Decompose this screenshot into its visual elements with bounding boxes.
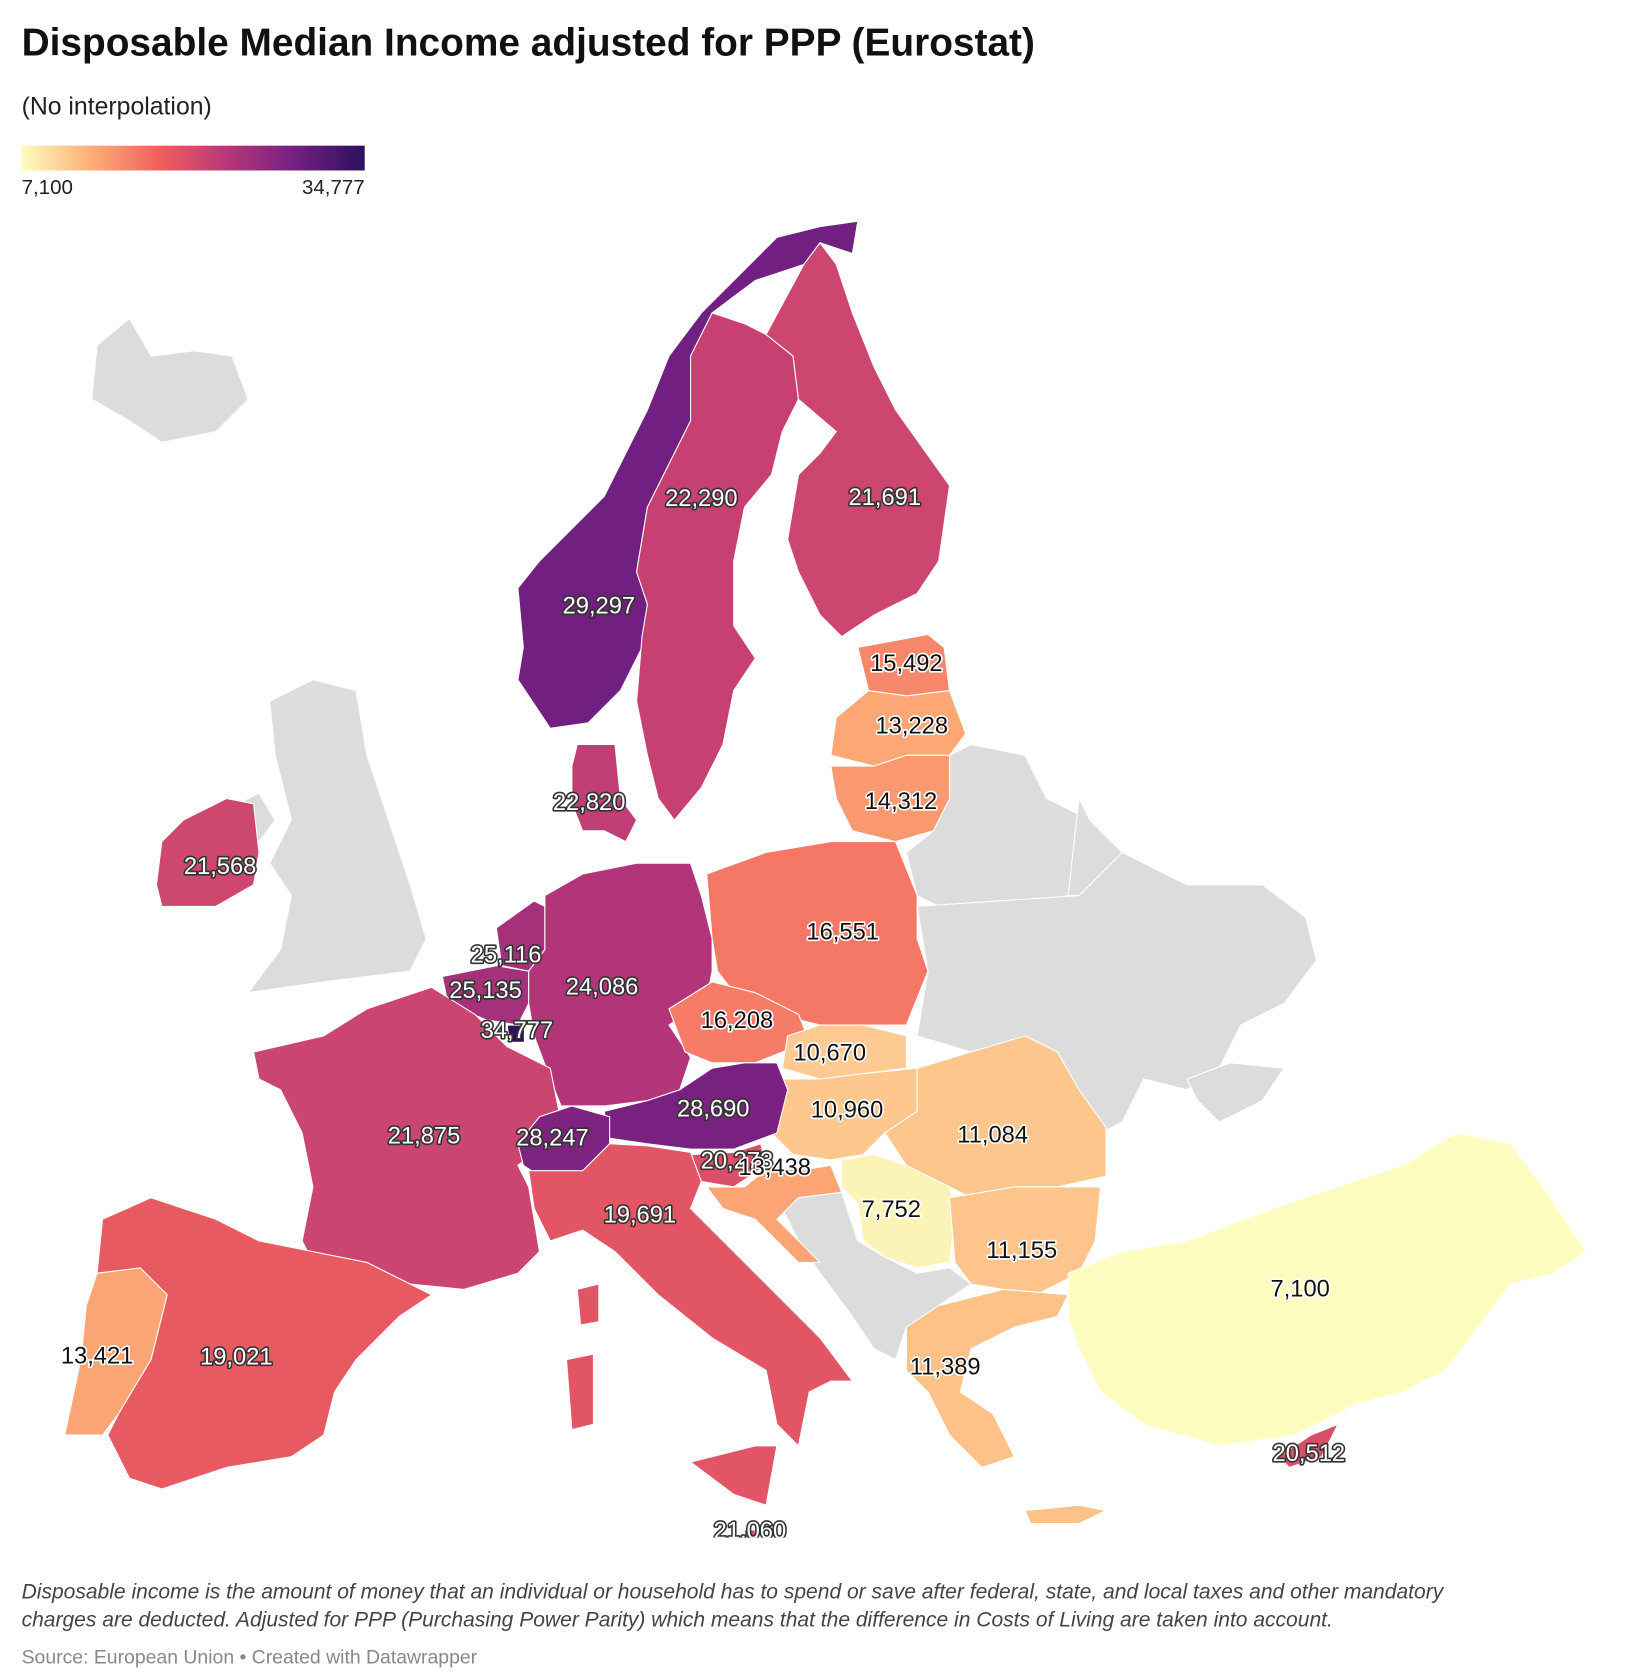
- note-line: charges are deducted. Adjusted for PPP (…: [22, 1608, 1333, 1631]
- region: [689, 1445, 778, 1506]
- value-label: 21,875: [388, 1124, 461, 1150]
- region: [96, 1197, 433, 1490]
- region: [576, 1283, 600, 1326]
- region: [781, 1024, 907, 1080]
- legend-min: 7,100: [22, 176, 73, 199]
- value-label: 28,247: [516, 1126, 589, 1152]
- value-label: 7,752: [862, 1197, 921, 1223]
- value-label: 22,820: [553, 790, 626, 816]
- region: [743, 1529, 756, 1538]
- value-label: 11,389: [910, 1354, 981, 1380]
- value-label: 20,273: [701, 1148, 774, 1174]
- region: [1277, 1423, 1340, 1469]
- region: [706, 841, 929, 1026]
- value-label: 13,228: [875, 714, 948, 740]
- value-label: 29,297: [563, 594, 636, 620]
- region: [565, 1353, 594, 1431]
- region: [155, 797, 260, 907]
- no-data-region: [1067, 796, 1123, 897]
- no-data-region: [246, 679, 427, 994]
- value-label: 22,290: [665, 486, 738, 512]
- value-label: 14,312: [865, 789, 938, 815]
- region: [528, 1143, 854, 1447]
- value-label: 7,100: [1271, 1277, 1330, 1303]
- region: [571, 743, 638, 843]
- map-area: 29,297 22,290 21,691 15,492 13,228 14,312 22,8…: [59, 220, 1587, 1544]
- region: [1024, 1504, 1108, 1525]
- value-label: 21,691: [849, 485, 922, 511]
- value-label: 13,438: [738, 1155, 811, 1181]
- no-data-region: [1186, 1062, 1285, 1123]
- no-data-region: [91, 317, 249, 443]
- value-label: 28,690: [677, 1097, 750, 1123]
- region: [830, 689, 967, 767]
- region: [841, 1153, 956, 1269]
- value-label: 10,670: [793, 1040, 866, 1066]
- note-line: Disposable income is the amount of money…: [22, 1580, 1445, 1603]
- region: [517, 220, 859, 729]
- region: [705, 1164, 843, 1263]
- value-label: 24,086: [566, 975, 639, 1001]
- region: [765, 241, 951, 638]
- value-label: 34,777: [481, 1018, 554, 1044]
- region: [830, 754, 951, 843]
- region: [603, 1062, 789, 1150]
- value-label: 20,512: [1273, 1441, 1346, 1467]
- value-label: 13,421: [61, 1344, 134, 1370]
- subtitle: (No interpolation): [22, 93, 212, 120]
- value-label: 16,551: [806, 920, 879, 946]
- value-label: 21,568: [184, 854, 257, 880]
- value-label: 21,060: [714, 1518, 787, 1544]
- value-label: 11,084: [957, 1122, 1028, 1148]
- value-label: 19,021: [200, 1345, 273, 1371]
- region: [252, 986, 562, 1290]
- value-label: 16,208: [701, 1008, 774, 1034]
- region: [905, 1288, 1070, 1469]
- canvas: Disposable Median Income adjusted for PP…: [21, 22, 1587, 1669]
- region: [506, 1024, 525, 1043]
- value-label: 19,691: [604, 1202, 677, 1228]
- title: Disposable Median Income adjusted for PP…: [22, 22, 1035, 65]
- value-label: 25,116: [471, 942, 542, 968]
- value-label: 15,492: [870, 651, 943, 677]
- region: [528, 862, 713, 1107]
- region: [636, 312, 800, 821]
- value-label: 25,135: [449, 978, 522, 1004]
- value-label: 11,155: [986, 1238, 1057, 1264]
- source: Source: European Union • Created with Da…: [22, 1647, 478, 1669]
- value-label: 10,960: [811, 1098, 884, 1124]
- region: [1067, 1132, 1587, 1447]
- legend-max: 34,777: [302, 176, 365, 199]
- legend-gradient: [21, 145, 365, 171]
